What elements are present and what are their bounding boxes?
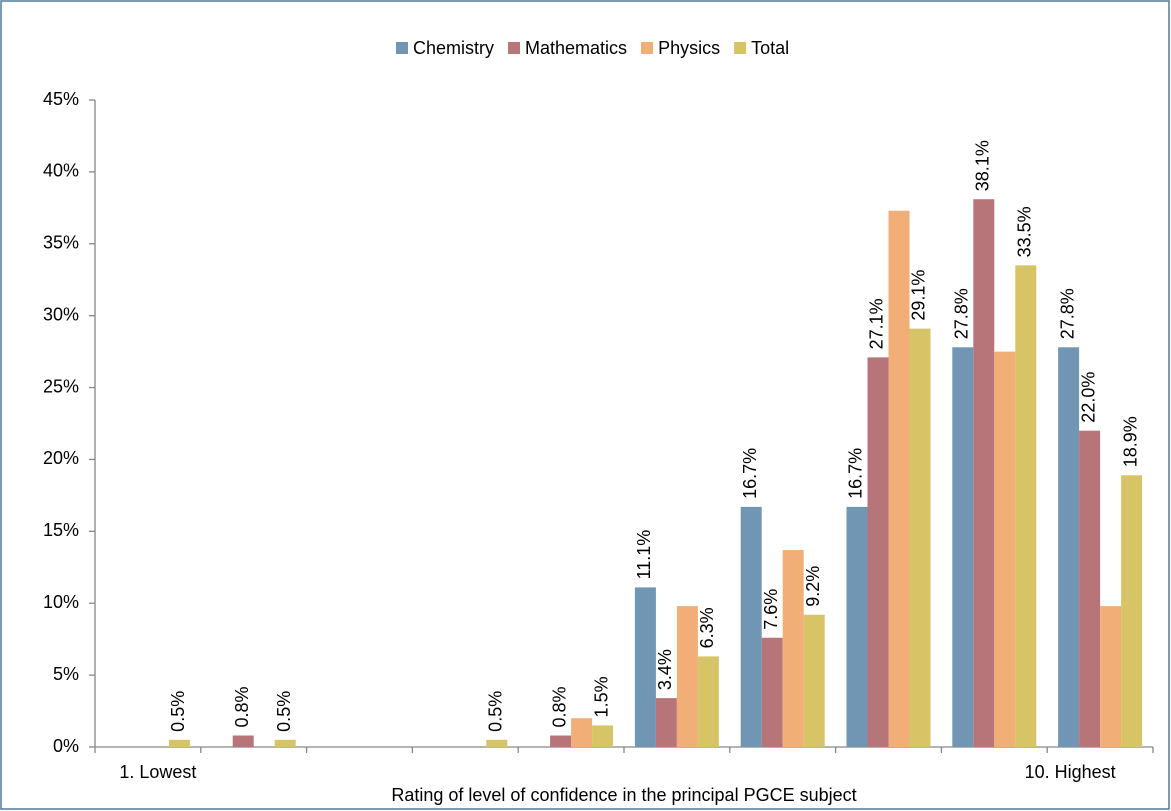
legend-swatch	[734, 42, 747, 54]
data-label: 3.4%	[655, 649, 675, 690]
data-label: 0.5%	[168, 691, 188, 732]
bar	[697, 656, 719, 747]
y-tick-label: 0%	[53, 736, 79, 756]
data-label: 33.5%	[1015, 206, 1035, 257]
x-tick-label: 1. Lowest	[119, 762, 196, 782]
bar	[994, 351, 1016, 747]
data-label: 27.8%	[952, 288, 972, 339]
bar	[1058, 347, 1080, 747]
y-tick-label: 40%	[43, 161, 79, 181]
bar	[888, 210, 910, 748]
y-tick-label: 35%	[43, 233, 79, 253]
bar	[1100, 606, 1122, 747]
data-label: 16.7%	[740, 448, 760, 499]
data-label: 27.1%	[867, 298, 887, 349]
y-tick-label: 45%	[43, 89, 79, 109]
data-label: 22.0%	[1078, 372, 1098, 423]
bar	[655, 698, 677, 747]
bar	[952, 347, 974, 747]
y-tick-label: 5%	[53, 664, 79, 684]
bar	[1079, 430, 1101, 747]
bar	[1015, 265, 1037, 747]
legend-swatch	[508, 42, 521, 54]
data-label: 1.5%	[591, 676, 611, 717]
bar	[676, 606, 698, 747]
data-label: 18.9%	[1120, 416, 1140, 467]
data-label: 11.1%	[634, 530, 654, 580]
legend-swatch	[396, 42, 408, 54]
bar	[486, 739, 508, 747]
legend-swatch	[641, 42, 654, 54]
y-tick-label: 10%	[43, 592, 79, 612]
y-tick-label: 15%	[43, 520, 79, 540]
data-label: 6.3%	[697, 607, 717, 648]
legend-label: Chemistry	[413, 38, 494, 58]
bar	[846, 506, 868, 747]
data-label: 0.8%	[232, 686, 252, 727]
bar	[592, 725, 614, 747]
bar	[740, 506, 762, 747]
data-label: 7.6%	[761, 589, 781, 630]
bar	[168, 739, 190, 747]
bar	[1121, 475, 1143, 747]
bar	[973, 199, 995, 747]
bar	[782, 550, 804, 747]
data-label: 16.7%	[846, 448, 866, 499]
data-label: 9.2%	[803, 566, 823, 607]
data-label: 0.5%	[274, 691, 294, 732]
data-label: 0.8%	[549, 686, 569, 727]
bar	[634, 587, 656, 747]
bar	[761, 637, 783, 747]
bar	[803, 614, 825, 747]
bar	[274, 739, 296, 747]
y-tick-label: 20%	[43, 448, 79, 468]
data-label: 38.1%	[973, 140, 993, 191]
legend-label: Physics	[658, 38, 720, 58]
bar	[550, 735, 572, 747]
x-axis-label: Rating of level of confidence in the pri…	[391, 785, 856, 805]
legend-label: Total	[751, 38, 789, 58]
x-tick-label: 10. Highest	[1025, 762, 1116, 782]
bar	[909, 328, 931, 747]
data-label: 29.1%	[909, 270, 929, 321]
data-label: 0.5%	[486, 691, 506, 732]
y-tick-label: 25%	[43, 376, 79, 396]
bar	[571, 718, 593, 747]
bar	[867, 357, 889, 747]
data-label: 27.8%	[1057, 288, 1077, 339]
legend-label: Mathematics	[525, 38, 627, 58]
bar	[232, 735, 254, 747]
y-tick-label: 30%	[43, 304, 79, 324]
